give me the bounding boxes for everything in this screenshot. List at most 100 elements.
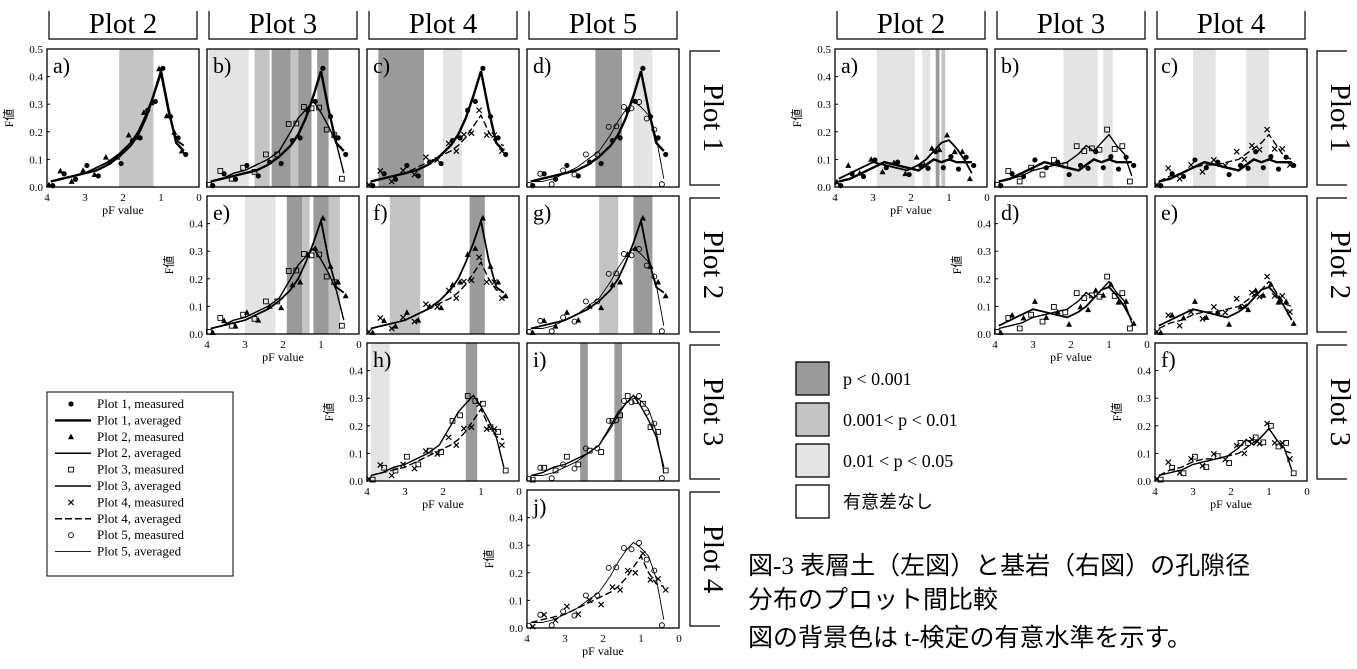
data-point xyxy=(1062,162,1069,169)
data-point xyxy=(902,170,909,177)
x-tick-label: 1 xyxy=(478,486,484,498)
data-point xyxy=(400,314,407,321)
data-point xyxy=(483,426,490,433)
data-point xyxy=(594,298,601,305)
left-row-bracket xyxy=(689,491,720,627)
significance-label: 有意差なし xyxy=(843,492,933,512)
data-point xyxy=(658,622,665,629)
data-point xyxy=(404,162,410,169)
data-point xyxy=(552,323,559,329)
panel-frame xyxy=(1154,195,1308,335)
data-point xyxy=(1252,287,1259,293)
data-point xyxy=(1031,298,1038,304)
series-line xyxy=(530,541,665,623)
data-point xyxy=(594,151,601,158)
data-point xyxy=(1104,126,1110,133)
panel-frame xyxy=(366,48,520,188)
data-point xyxy=(449,138,456,144)
data-point xyxy=(339,322,345,329)
series-line xyxy=(530,394,665,477)
data-point xyxy=(605,564,612,571)
data-point xyxy=(921,161,928,168)
data-point xyxy=(632,398,639,404)
data-point xyxy=(560,461,567,468)
panel-label: i) xyxy=(533,347,546,372)
panel-frame xyxy=(834,48,988,188)
data-point xyxy=(483,279,490,286)
data-point xyxy=(377,314,384,322)
data-point xyxy=(1256,146,1263,153)
data-point xyxy=(1210,450,1217,457)
data-point xyxy=(617,586,624,593)
data-point xyxy=(468,277,475,284)
data-point xyxy=(45,181,52,188)
significance-swatch xyxy=(795,402,830,437)
legend-label: Plot 2, averaged xyxy=(97,445,182,460)
data-point xyxy=(308,252,315,259)
x-axis-label: pF value xyxy=(422,497,464,511)
data-point xyxy=(102,153,109,160)
data-point xyxy=(655,429,661,435)
data-point xyxy=(460,131,467,138)
significance-band xyxy=(595,49,622,187)
data-point xyxy=(1210,156,1217,163)
panel-frame xyxy=(526,489,680,629)
data-point xyxy=(598,601,605,608)
data-point xyxy=(125,131,132,138)
data-point xyxy=(495,278,502,285)
right-panel xyxy=(1153,48,1308,189)
x-axis-label: pF value xyxy=(262,350,304,364)
data-point xyxy=(1127,325,1133,332)
panel-frame xyxy=(526,342,680,482)
data-point xyxy=(449,417,456,424)
data-point xyxy=(1169,312,1176,318)
data-point xyxy=(91,171,98,177)
left-panel xyxy=(525,48,680,189)
data-point xyxy=(1092,287,1099,293)
data-point xyxy=(560,314,567,321)
data-point xyxy=(381,464,387,471)
right-panel xyxy=(1153,195,1308,336)
right-panel xyxy=(833,48,988,189)
y-tick-label: 0.5 xyxy=(29,44,43,56)
data-point xyxy=(1119,290,1126,297)
significance-band xyxy=(378,49,424,187)
data-point xyxy=(1237,440,1244,446)
data-point xyxy=(1176,175,1183,182)
data-point xyxy=(651,126,658,133)
y-tick-label: 0.1 xyxy=(349,448,363,460)
right-panel xyxy=(1153,342,1308,483)
data-point xyxy=(571,318,578,325)
data-point xyxy=(388,178,395,185)
data-point xyxy=(628,105,635,112)
data-point xyxy=(498,295,505,302)
data-point xyxy=(890,159,897,166)
data-point xyxy=(1283,298,1290,304)
data-point xyxy=(582,298,589,305)
x-tick-label: 3 xyxy=(870,192,876,204)
data-point xyxy=(422,448,429,455)
data-point xyxy=(400,167,407,174)
series-line xyxy=(530,247,665,329)
x-tick-label: 3 xyxy=(562,633,568,645)
data-point xyxy=(316,251,322,258)
data-point xyxy=(598,304,605,311)
y-tick-label: 0.4 xyxy=(977,219,991,231)
data-point xyxy=(460,278,467,285)
significance-swatch xyxy=(795,484,830,519)
data-point xyxy=(498,148,505,155)
data-point xyxy=(472,245,479,251)
data-point xyxy=(1051,304,1057,310)
data-point xyxy=(643,115,650,122)
legend-marker xyxy=(68,433,74,440)
data-point xyxy=(632,569,639,576)
data-point xyxy=(605,417,612,424)
data-point xyxy=(662,586,669,593)
panel-frame xyxy=(1154,342,1308,482)
data-point xyxy=(1127,178,1133,185)
data-point xyxy=(1153,181,1160,188)
left-column-bracket xyxy=(528,11,678,40)
data-point xyxy=(605,270,612,277)
left-panel xyxy=(525,489,680,630)
data-point xyxy=(460,425,467,432)
